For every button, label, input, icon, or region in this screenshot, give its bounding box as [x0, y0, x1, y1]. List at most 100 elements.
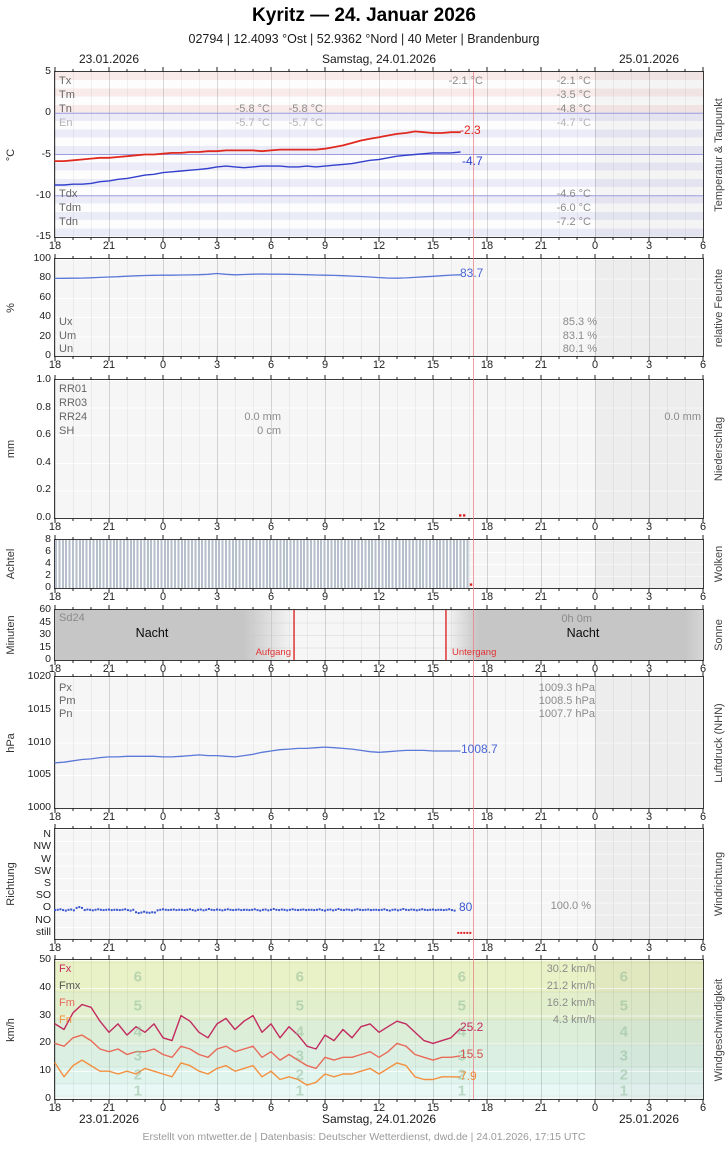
page-title: Kyritz — 24. Januar 2026 — [252, 5, 476, 26]
v-gridlines — [55, 960, 703, 1099]
x-tick-label: 21 — [102, 521, 116, 533]
panel-wind_speed: 1 2 3 4 5 6 1 2 3 4 5 6 1 2 3 4 5 6 1 2 3 4 5 6 Fx Fmx Fm Fn 30.2 km… — [5, 938, 725, 1114]
annotation: -6.0 °C — [556, 202, 591, 214]
current-time-line — [473, 588, 474, 660]
beaufort-number: 1 — [295, 1082, 304, 1100]
x-tick-label: 21 — [102, 811, 116, 823]
x-tick-label: 6 — [699, 1102, 707, 1114]
annotation: Tdn — [59, 216, 78, 228]
x-tick-label: 18 — [48, 521, 62, 533]
x-tick-label: 3 — [645, 591, 653, 603]
next-day-shade — [595, 677, 703, 808]
current-time-line — [473, 807, 474, 939]
next-day-shade — [595, 829, 703, 939]
x-tick-label: 0 — [591, 942, 599, 954]
x-tick-label: 6 — [699, 359, 707, 371]
beaufort-number: 1 — [457, 1082, 466, 1100]
beaufort-number: 4 — [457, 1023, 466, 1041]
beaufort-number: 6 — [133, 968, 142, 986]
x-tick-label: 3 — [645, 663, 653, 675]
x-tick-label: 18 — [48, 663, 62, 675]
x-tick-label: 21 — [534, 1102, 548, 1114]
x-tick-label: 21 — [102, 359, 116, 371]
y-tick-label: 0 — [45, 349, 51, 361]
x-tick-label: 9 — [321, 521, 329, 533]
annotation: En — [59, 117, 73, 129]
x-tick-label: 21 — [534, 663, 548, 675]
x-tick-label: 6 — [267, 359, 275, 371]
y-tick-label: 4 — [45, 557, 51, 569]
y-tick-label: 1020 — [27, 670, 51, 682]
series-Fm — [54, 1034, 461, 1070]
night-left — [55, 610, 295, 660]
beaufort-number: 3 — [619, 1047, 628, 1065]
x-tick-label: 6 — [699, 811, 707, 823]
x-tick-label: 6 — [267, 1102, 275, 1114]
x-tick-label: 6 — [267, 240, 275, 252]
beaufort-number: 6 — [295, 968, 304, 986]
y-tick-label: NW — [33, 840, 52, 853]
y-tick-label: 1015 — [27, 702, 51, 715]
beaufort-number: 3 — [295, 1047, 304, 1065]
footer-date-left: 23.01.2026 — [78, 1112, 140, 1126]
y-tick-label: 0 — [45, 106, 51, 119]
x-tick-label: 0 — [591, 359, 599, 371]
plot-pressure — [54, 672, 704, 813]
x-tick-label: 18 — [48, 942, 62, 954]
annotation: Tn — [59, 103, 72, 115]
v-gridlines — [55, 677, 703, 808]
annotation: RR01 — [59, 383, 88, 395]
annotation: 21.2 km/h — [546, 980, 595, 992]
annotation: 100.0 % — [550, 900, 591, 912]
y-tick-label: SO — [35, 889, 51, 902]
annotation: -2.1 °C — [556, 75, 591, 87]
annotation: Un — [59, 343, 74, 355]
annotation: Aufgang — [255, 647, 291, 658]
annotation: RR03 — [59, 397, 88, 409]
series-Temperatur — [54, 130, 461, 162]
plot-sun — [54, 605, 704, 665]
plot-humidity — [54, 254, 704, 361]
annotation: Pn — [59, 708, 73, 720]
x-tick-label: 0 — [591, 663, 599, 675]
axis-unit-label: Richtung — [5, 862, 17, 906]
x-tick-label: 3 — [645, 1102, 653, 1114]
annotation: Ux — [59, 316, 73, 328]
series-Taupunkt — [54, 151, 461, 186]
axis-unit-label: % — [5, 302, 17, 313]
header-date-left: 23.01.2026 — [78, 52, 140, 66]
annotation: -7.2 °C — [556, 216, 591, 228]
station-subtitle: 02794 | 12.4093 °Ost | 52.9362 °Nord | 4… — [188, 32, 540, 46]
x-tick-label: 21 — [534, 521, 548, 533]
beaufort-number: 2 — [457, 1066, 466, 1084]
x-tick-label: 3 — [213, 1102, 221, 1114]
header-date-center: Samstag, 24.01.2026 — [321, 52, 437, 66]
x-tick-label: 18 — [480, 663, 494, 675]
beaufort-number: 1 — [133, 1082, 142, 1100]
x-tick-label: 9 — [321, 591, 329, 603]
beaufort-number: 5 — [457, 997, 466, 1015]
y-tick-label: 30 — [39, 628, 51, 640]
x-tick-label: 15 — [426, 811, 440, 823]
h-gridlines — [55, 380, 703, 518]
y-tick-label: 0 — [45, 653, 51, 665]
annotation: Um — [59, 330, 77, 342]
annotation: -4.6 °C — [556, 188, 591, 200]
x-tick-label: 6 — [699, 663, 707, 675]
annotation: Fx — [59, 963, 72, 975]
annotation: -5.8 °C — [235, 103, 270, 115]
x-tick-label: 9 — [321, 1102, 329, 1114]
annotation: -4.7 °C — [556, 117, 591, 129]
y-tick-label: 1005 — [27, 768, 51, 781]
y-tick-label: 8 — [45, 533, 51, 545]
plot-wind_speed — [54, 955, 704, 1104]
x-tick-label: 6 — [267, 942, 275, 954]
y-tick-label: 0.2 — [36, 483, 51, 496]
beaufort-number: 4 — [133, 1023, 142, 1041]
y-tick-label: NO — [35, 913, 51, 926]
footer-date-right: 25.01.2026 — [618, 1112, 680, 1126]
y-tick-label: 0.8 — [36, 400, 51, 413]
x-tick-label: 12 — [372, 591, 386, 603]
series-relative Feuchte — [54, 272, 461, 280]
y-tick-label: 50 — [39, 953, 51, 965]
